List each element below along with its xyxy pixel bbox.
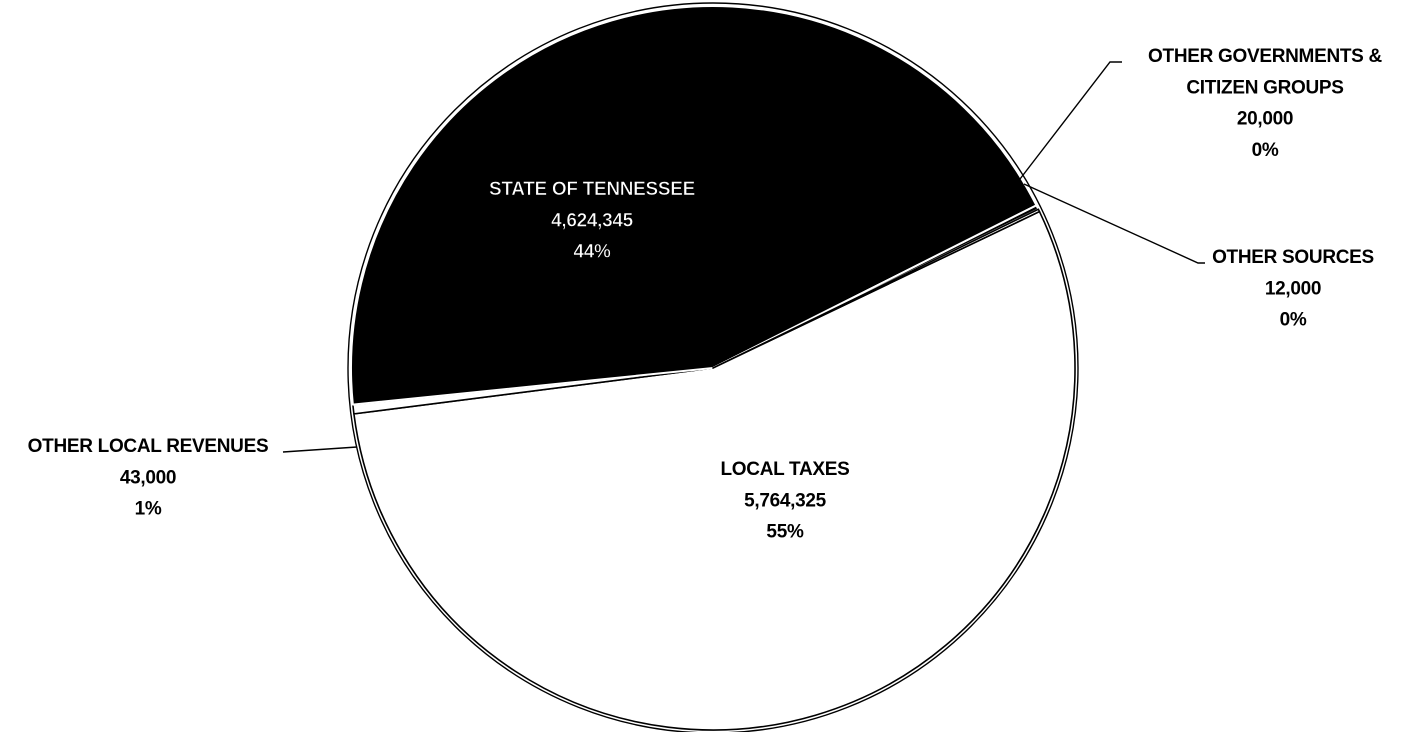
slice-name-text: OTHER SOURCES	[1212, 247, 1374, 268]
slice-value-text: 4,624,345	[551, 210, 634, 231]
label-state-of-tennessee: STATE OF TENNESSEE 4,624,345 44%	[489, 179, 695, 263]
slice-value-text: 20,000	[1237, 109, 1293, 130]
slice-state-of-tennessee	[350, 5, 1038, 406]
slice-value-text: 5,764,325	[744, 490, 827, 511]
slice-percent-text: 0%	[1280, 310, 1307, 331]
leader-line-other-sources	[1023, 183, 1205, 264]
slice-name-text: OTHER LOCAL REVENUES	[28, 436, 269, 457]
label-other-local-revenues: OTHER LOCAL REVENUES 43,000 1%	[28, 436, 269, 520]
leader-line-other-governments-and-citizen-groups	[1019, 61, 1122, 180]
pie-slices	[347, 2, 1079, 732]
slice-name-text: OTHER GOVERNMENTS &	[1148, 46, 1383, 67]
slice-percent-text: 0%	[1252, 140, 1279, 161]
slice-name-text: CITIZEN GROUPS	[1186, 77, 1343, 98]
slice-percent-text: 44%	[573, 242, 611, 263]
slice-name-text: STATE OF TENNESSEE	[489, 179, 695, 200]
slice-name-text: LOCAL TAXES	[720, 459, 849, 480]
slice-percent-text: 55%	[766, 522, 804, 543]
pie-outer-ring	[347, 2, 1079, 732]
leader-lines	[282, 61, 1205, 453]
slice-labels: LOCAL TAXES 5,764,325 55% OTHER LOCAL REVEN…	[28, 46, 1383, 543]
label-other-governments-and-citizen-groups: OTHER GOVERNMENTS & CITIZEN GROUPS 20,000 0…	[1148, 46, 1383, 161]
slice-value-text: 12,000	[1265, 278, 1321, 299]
slice-value-text: 43,000	[120, 467, 176, 488]
slice-percent-text: 1%	[135, 499, 162, 520]
label-other-sources: OTHER SOURCES 12,000 0%	[1212, 247, 1374, 331]
leader-line-other-local-revenues	[282, 446, 358, 453]
slice-local-taxes	[353, 210, 1076, 731]
label-local-taxes: LOCAL TAXES 5,764,325 55%	[720, 459, 849, 543]
slice-other-sources	[712, 208, 1041, 369]
